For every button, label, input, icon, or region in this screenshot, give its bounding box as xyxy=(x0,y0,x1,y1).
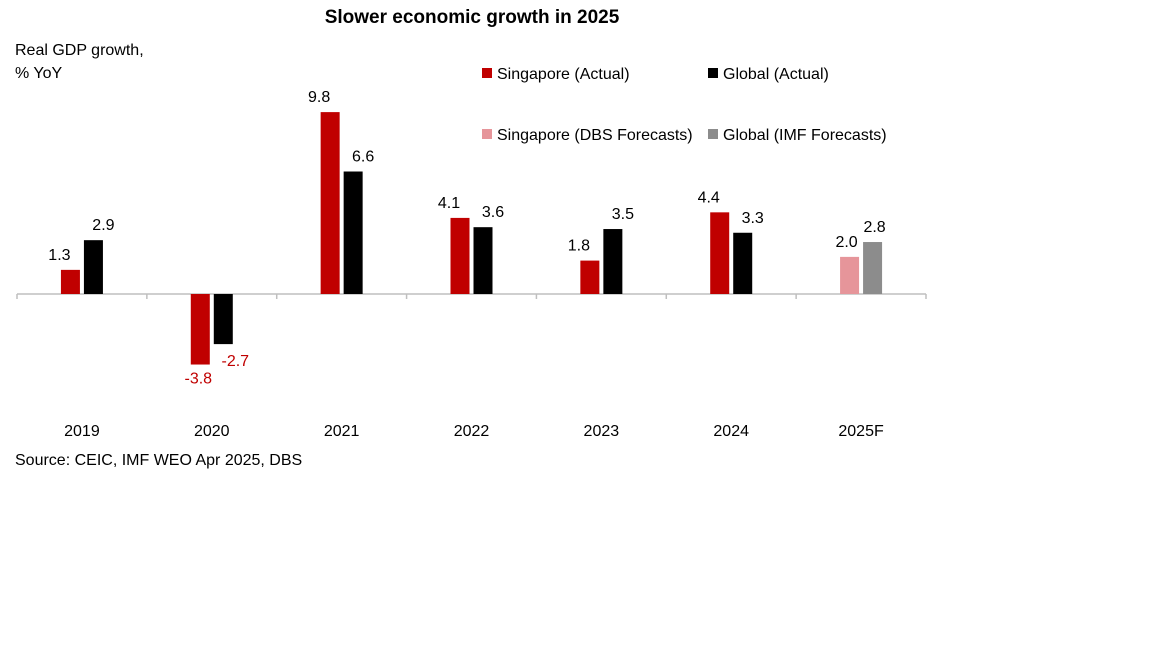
legend-swatch xyxy=(482,129,492,139)
bar xyxy=(213,294,233,345)
bar xyxy=(60,269,80,294)
legend-label: Singapore (DBS Forecasts) xyxy=(497,127,693,144)
legend-swatch xyxy=(708,68,718,78)
legend: Singapore (Actual) Global (Actual) Singapo… xyxy=(482,66,887,144)
category-label: 2019 xyxy=(64,423,100,440)
category-label: 2020 xyxy=(194,423,230,440)
bar xyxy=(580,260,600,294)
bar xyxy=(320,112,340,294)
chart-title: Slower economic growth in 2025 xyxy=(325,7,620,28)
bar xyxy=(343,171,363,294)
category-label: 2021 xyxy=(324,423,360,440)
bar xyxy=(603,229,623,294)
data-label: 4.1 xyxy=(438,195,460,212)
data-label: 2.0 xyxy=(835,234,857,251)
bar xyxy=(473,227,493,294)
legend-label: Global (Actual) xyxy=(723,66,829,83)
data-label: -3.8 xyxy=(184,371,212,388)
category-label: 2025F xyxy=(838,423,884,440)
category-label: 2024 xyxy=(713,423,749,440)
data-label: 4.4 xyxy=(698,189,720,206)
data-label: 1.8 xyxy=(568,238,590,255)
y-axis-label-line2: % YoY xyxy=(15,65,62,82)
data-label: -2.7 xyxy=(221,353,249,370)
source-note: Source: CEIC, IMF WEO Apr 2025, DBS xyxy=(15,452,303,469)
legend-swatch xyxy=(708,129,718,139)
legend-swatch xyxy=(482,68,492,78)
bar xyxy=(710,212,730,294)
bar xyxy=(863,242,883,294)
data-label: 9.8 xyxy=(308,89,330,106)
data-label: 1.3 xyxy=(48,247,70,264)
data-label: 3.6 xyxy=(482,204,504,221)
bar xyxy=(733,232,753,294)
data-label: 2.9 xyxy=(92,217,114,234)
data-label: 6.6 xyxy=(352,149,374,166)
bar xyxy=(450,217,470,294)
legend-label: Global (IMF Forecasts) xyxy=(723,127,887,144)
y-axis-label-line1: Real GDP growth, xyxy=(15,42,144,59)
category-label: 2023 xyxy=(584,423,620,440)
bar xyxy=(83,240,103,294)
category-label: 2022 xyxy=(454,423,490,440)
data-label: 3.5 xyxy=(612,206,634,223)
data-label: 3.3 xyxy=(742,210,764,227)
bar xyxy=(190,294,210,365)
bar xyxy=(840,256,860,294)
legend-label: Singapore (Actual) xyxy=(497,66,630,83)
category-labels-group: 2019 2020 2021 2022 2023 2024 2025F xyxy=(64,423,884,440)
data-label: 2.8 xyxy=(863,219,885,236)
data-labels-group: 1.3 2.9 -3.8 -2.7 9.8 6.6 4.1 3.6 1.8 3.5 4.4 3.3 2.… xyxy=(48,89,885,387)
bars-group xyxy=(60,112,883,365)
x-axis xyxy=(16,293,927,299)
